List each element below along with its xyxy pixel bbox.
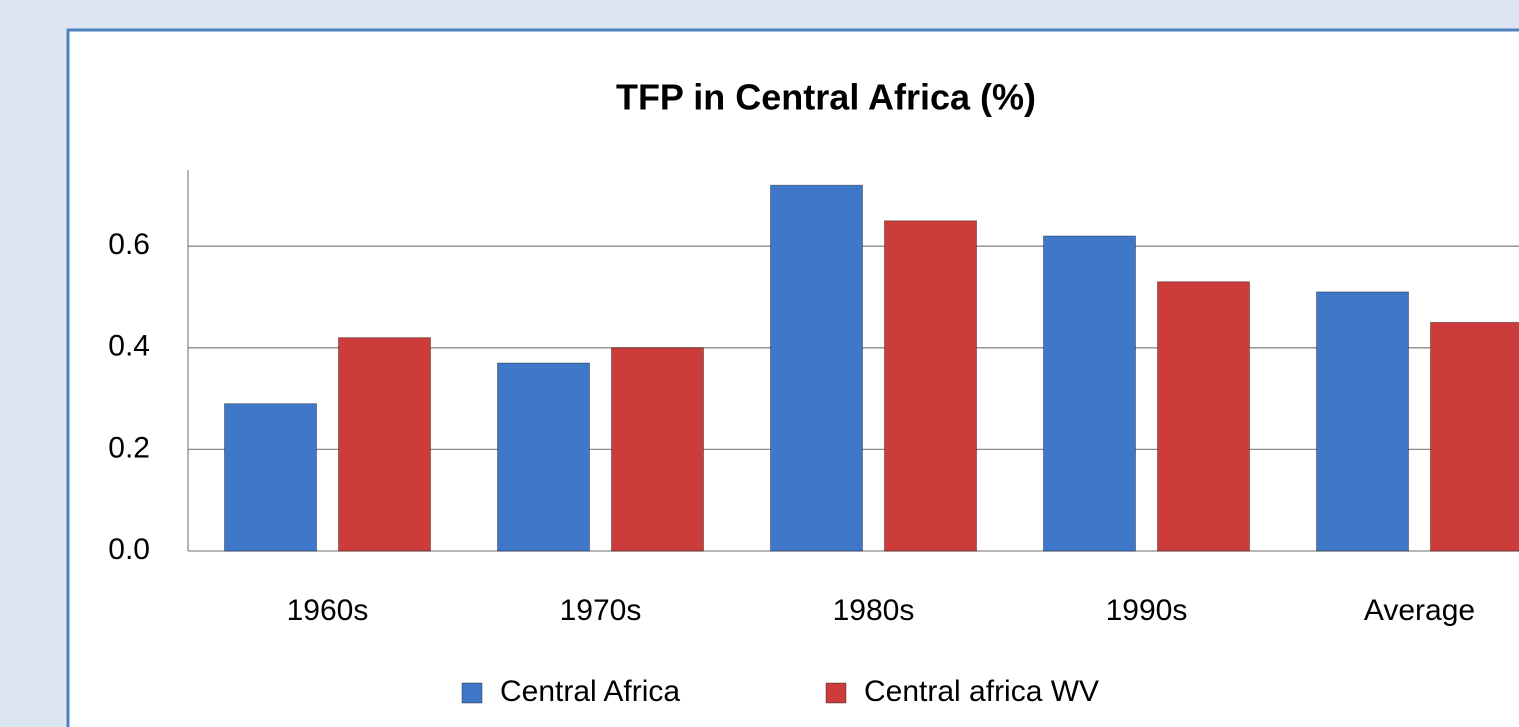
y-tick-label: 0.2 — [108, 431, 150, 464]
bar — [1316, 291, 1409, 552]
x-tick-label: 1970s — [560, 594, 642, 627]
legend-label: Central africa WV — [864, 675, 1099, 708]
y-tick-label: 0.0 — [108, 533, 150, 566]
bar — [770, 184, 863, 552]
chart-title: TFP in Central Africa (%) — [616, 77, 1036, 118]
bar — [338, 337, 431, 552]
bar — [497, 362, 590, 552]
bar — [611, 347, 704, 552]
x-tick-label: 1960s — [287, 594, 369, 627]
x-tick-label: 1990s — [1106, 594, 1188, 627]
bar — [884, 220, 977, 552]
x-tick-label: Average — [1364, 594, 1475, 627]
bar — [1043, 235, 1136, 552]
legend-swatch — [461, 682, 483, 704]
legend-swatch — [825, 682, 847, 704]
y-tick-label: 0.6 — [108, 228, 150, 261]
x-tick-label: 1980s — [833, 594, 915, 627]
legend-label: Central Africa — [500, 675, 680, 708]
bar — [224, 403, 317, 552]
bar — [1157, 281, 1250, 552]
bar — [1430, 321, 1519, 552]
y-tick-label: 0.4 — [108, 330, 150, 363]
